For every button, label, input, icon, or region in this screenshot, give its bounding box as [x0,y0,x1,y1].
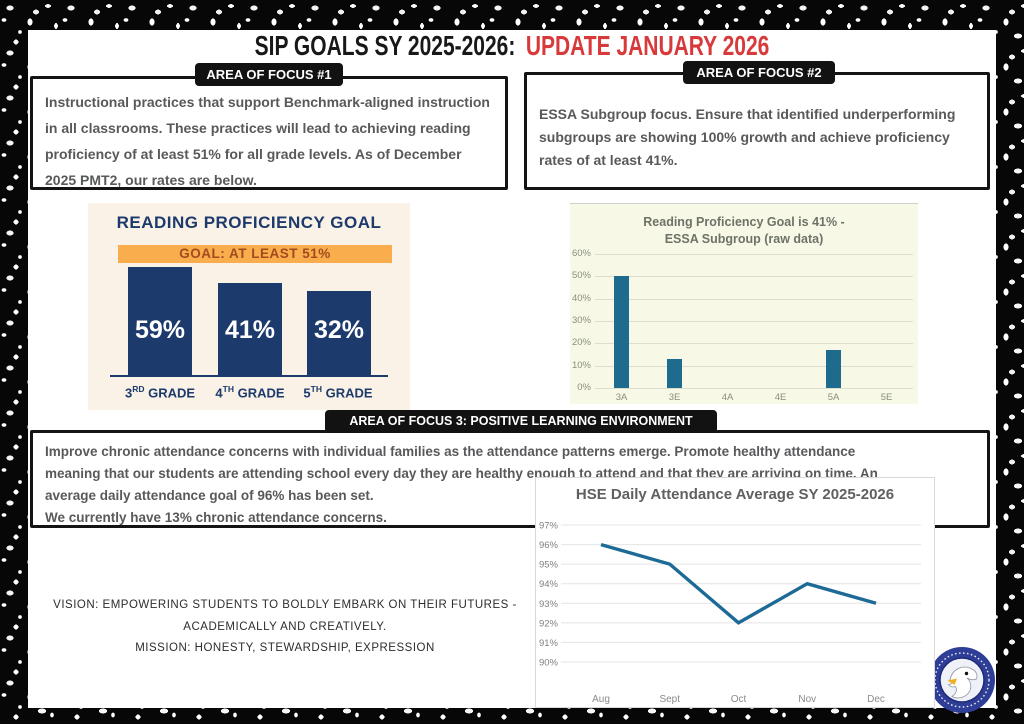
focus2-label: AREA OF FOCUS #2 [683,61,835,84]
grade-label-3rd: 3RD GRADE [124,384,196,401]
svg-text:91%: 91% [539,638,559,649]
essa-title-line2: ESSA Subgroup (raw data) [664,232,824,246]
svg-text:Aug: Aug [592,694,610,705]
focus2-text: ESSA Subgroup focus. Ensure that identif… [539,106,956,168]
attendance-chart-title: HSE Daily Attendance Average SY 2025-202… [575,486,895,503]
bar-5th-grade: 32% [307,291,371,375]
focus1-box: Instructional practices that support Ben… [30,76,508,190]
focus2-box: ESSA Subgroup focus. Ensure that identif… [524,72,990,190]
reading-bars: 59% 41% 32% [88,267,410,377]
reading-goal-banner: GOAL: AT LEAST 51% [118,245,392,263]
svg-text:92%: 92% [539,618,559,629]
essa-chart-title: Reading Proficiency Goal is 41% - ESSA S… [570,214,918,248]
vision-mission: VISION: EMPOWERING STUDENTS TO BOLDLY EM… [30,595,540,660]
essa-plot-area: 0% 10% 20% 30% 40% 50% 60% 3A 3E 4A 4E 5A 5E [572,248,913,403]
page-title: SIP GOALS SY 2025-2026: UPDATE JANUARY 20… [149,30,875,62]
school-logo [928,646,996,714]
title-main: SIP GOALS SY 2025-2026: [254,30,516,61]
bar-value-4th: 41% [224,316,276,344]
bar-3rd-grade: 59% [128,267,192,375]
essa-subgroup-chart: Reading Proficiency Goal is 41% - ESSA S… [570,203,918,404]
bar-4th-grade: 41% [218,283,282,375]
focus1-label: AREA OF FOCUS #1 [195,63,343,86]
essa-title-line1: Reading Proficiency Goal is 41% - [643,215,845,229]
bar-value-5th: 32% [313,316,365,344]
svg-text:96%: 96% [539,540,559,551]
focus3-text-line1: Improve chronic attendance concerns with… [45,444,856,459]
attendance-plot-area: 97% 96% 95% 94% 93% 92% 91% 90% Aug Sept Oct Nov Dec [539,521,921,705]
mission-line: MISSION: HONESTY, STEWARDSHIP, EXPRESSIO… [135,642,435,654]
attendance-chart: HSE Daily Attendance Average SY 2025-202… [535,477,935,708]
grade-label-4th: 4TH GRADE [215,384,285,401]
svg-text:Oct: Oct [731,694,747,705]
svg-text:90%: 90% [539,657,559,668]
focus1-text: Instructional practices that support Ben… [45,94,490,188]
svg-text:Nov: Nov [798,694,816,705]
page-background: SIP GOALS SY 2025-2026: UPDATE JANUARY 20… [28,30,996,713]
essa-bar-3E [667,358,682,388]
focus3-text: Improve chronic attendance concerns with… [33,433,987,529]
vision-line1: VISION: EMPOWERING STUDENTS TO BOLDLY EM… [53,599,517,611]
focus3-text-line3: average daily attendance goal of 96% has… [45,488,374,503]
title-update: UPDATE JANUARY 2026 [525,30,770,61]
svg-text:93%: 93% [539,599,559,610]
essa-bar-5A [826,350,841,388]
focus3-label: AREA OF FOCUS 3: POSITIVE LEARNING ENVIR… [325,410,717,433]
reading-chart-title: READING PROFICIENCY GOAL [116,213,382,232]
svg-text:97%: 97% [539,521,559,532]
focus3-text-line4: We currently have 13% chronic attendance… [45,510,387,525]
reading-proficiency-chart: READING PROFICIENCY GOAL GOAL: AT LEAST … [88,203,410,410]
svg-text:Dec: Dec [867,694,885,705]
grade-label-5th: 5TH GRADE [303,384,373,401]
eagle-emblem-icon [929,647,995,713]
bar-value-3rd: 59% [134,316,186,344]
vision-line2: ACADEMICALLY AND CREATIVELY. [183,620,387,633]
svg-text:95%: 95% [539,560,559,571]
svg-text:Sept: Sept [659,694,680,705]
essa-bar-3A [614,276,629,388]
reading-axis-line [110,375,388,377]
svg-text:94%: 94% [539,579,559,590]
